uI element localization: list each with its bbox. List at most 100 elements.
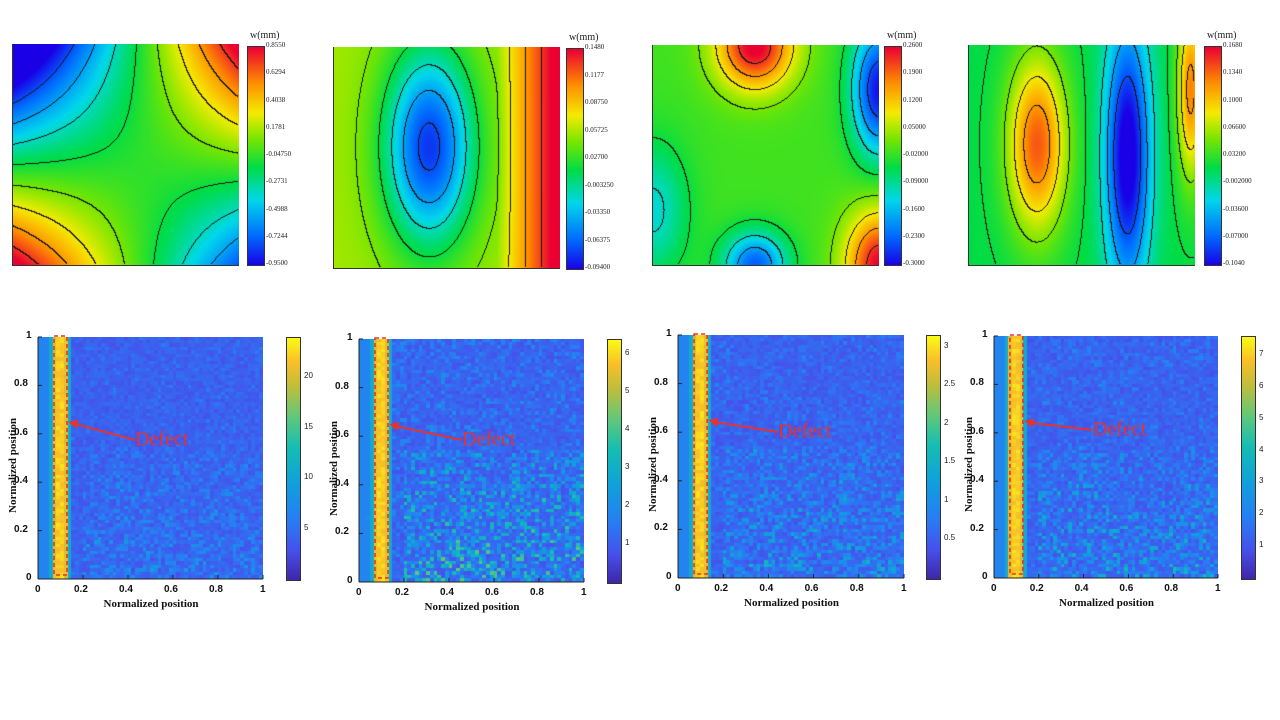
heatmap-plot	[994, 336, 1218, 578]
colorbar-canvas	[248, 47, 264, 265]
colorbar-title: w(mm)	[250, 30, 280, 41]
colorbar-tick-label: 4	[625, 424, 630, 434]
colorbar-tick-label: 0.03200	[1223, 150, 1246, 158]
x-tick-label: 0	[356, 587, 362, 598]
contour-plot	[12, 44, 239, 266]
colorbar-tick-label: -0.1600	[903, 204, 925, 213]
x-tick-label: 1	[581, 587, 587, 598]
heatmap-canvas	[678, 335, 904, 578]
heatmap-canvas	[359, 339, 584, 582]
x-tick-label: 0	[675, 583, 681, 594]
colorbar-tick-label: 0.1177	[585, 70, 604, 79]
colorbar-tick-label: 3	[1259, 476, 1264, 486]
y-tick-label: 0.6	[654, 425, 668, 437]
colorbar-tick-label: 2	[944, 417, 949, 427]
colorbar-tick-label: 10	[304, 472, 313, 482]
y-tick-label: 0	[347, 575, 353, 586]
colorbar-tick-label: 0.2600	[903, 41, 923, 49]
y-tick-label: 1	[982, 329, 988, 340]
heatmap-colorbar	[926, 335, 941, 580]
colorbar	[884, 46, 902, 266]
y-tick-label: 0.8	[335, 380, 349, 392]
colorbar-tick-label: -0.3000	[903, 259, 925, 267]
colorbar-tick-label: 0.1680	[1223, 41, 1243, 49]
colorbar-tick-label: 3	[944, 340, 949, 350]
colorbar-tick-label: 6	[1259, 380, 1264, 390]
y-tick-label: 1	[666, 328, 672, 339]
colorbar	[1204, 46, 1222, 266]
contour-plot	[333, 47, 560, 269]
heatmap-plot	[678, 335, 904, 578]
x-tick-label: 0.8	[530, 587, 544, 598]
colorbar-tick-label: 1	[1259, 540, 1264, 550]
colorbar-tick-label: -0.1040	[1223, 259, 1245, 267]
y-tick-label: 0.6	[14, 426, 28, 438]
contour-plot	[968, 45, 1195, 266]
y-tick-label: 0.4	[654, 473, 668, 485]
y-tick-label: 0	[666, 571, 672, 582]
colorbar-tick-label: 0.1000	[1223, 95, 1243, 104]
x-tick-label: 1	[260, 584, 266, 595]
y-tick-label: 0.2	[14, 523, 28, 535]
x-axis-label: Normalized position	[424, 601, 520, 613]
x-axis-label: Normalized position	[103, 598, 199, 610]
colorbar-title: w(mm)	[1207, 30, 1237, 41]
colorbar-tick-label: 7	[1259, 349, 1264, 359]
colorbar	[566, 48, 584, 270]
colorbar-tick-label: -0.2731	[266, 177, 288, 186]
heatmap-canvas	[994, 336, 1218, 578]
colorbar-tick-label: -0.9500	[266, 259, 288, 267]
y-tick-label: 0.8	[970, 377, 984, 389]
defect-annotation: Defect	[462, 428, 516, 450]
contour-canvas	[653, 45, 879, 265]
colorbar-canvas	[885, 47, 901, 265]
x-tick-label: 0.4	[440, 587, 454, 598]
y-axis-label: Normalized position	[7, 417, 19, 513]
y-tick-label: 0.2	[654, 522, 668, 534]
colorbar-canvas	[1205, 47, 1221, 265]
colorbar-tick-label: -0.09400	[585, 263, 611, 271]
y-tick-label: 0	[982, 571, 988, 582]
colorbar-tick-label: 1	[944, 494, 949, 504]
colorbar-tick-label: 5	[304, 522, 309, 532]
y-tick-label: 0.6	[970, 425, 984, 437]
x-tick-label: 0.4	[759, 583, 774, 594]
x-tick-label: 0.6	[164, 584, 178, 595]
colorbar-tick-label: -0.7244	[266, 231, 288, 240]
y-tick-label: 0.6	[335, 429, 349, 441]
defect-annotation: Defect	[778, 420, 832, 442]
x-tick-label: 0.2	[714, 583, 729, 594]
y-tick-label: 0.4	[335, 477, 349, 489]
colorbar-tick-label: 6	[625, 348, 630, 358]
colorbar-tick-label: -0.07000	[1223, 231, 1249, 240]
colorbar-tick-label: -0.02000	[903, 150, 929, 158]
colorbar-tick-label: 5	[1259, 412, 1264, 422]
colorbar	[247, 46, 265, 266]
heatmap-colorbar	[286, 337, 301, 581]
x-tick-label: 0.2	[1029, 583, 1044, 594]
colorbar-tick-label: -0.4988	[266, 204, 288, 213]
contour-canvas	[334, 47, 560, 268]
colorbar-tick-label: 2	[625, 500, 630, 510]
colorbar-tick-label: -0.06375	[585, 235, 611, 244]
colorbar-tick-label: 4	[1259, 444, 1264, 454]
y-axis-label: Normalized position	[328, 420, 340, 516]
colorbar-tick-label: 0.05725	[585, 125, 608, 134]
y-tick-label: 1	[347, 332, 353, 343]
colorbar-tick-label: 1.5	[944, 456, 956, 466]
colorbar-tick-label: 0.4038	[266, 95, 286, 104]
colorbar-canvas	[567, 49, 583, 269]
colorbar-title: w(mm)	[569, 32, 599, 43]
colorbar-tick-label: 0.1200	[903, 95, 923, 104]
colorbar-tick-label: 3	[625, 462, 630, 472]
x-tick-label: 0.4	[1074, 583, 1089, 594]
colorbar-tick-label: 2.5	[944, 379, 956, 389]
heatmap-colorbar	[1241, 336, 1256, 580]
x-tick-label: 0.8	[1164, 583, 1179, 594]
x-tick-label: 0.8	[209, 584, 223, 595]
colorbar-tick-label: -0.04750	[266, 150, 292, 158]
colorbar-tick-label: 5	[625, 386, 630, 396]
y-tick-label: 0.2	[335, 526, 349, 538]
y-axis-label: Normalized position	[647, 416, 659, 512]
colorbar-tick-label: -0.2300	[903, 231, 925, 240]
